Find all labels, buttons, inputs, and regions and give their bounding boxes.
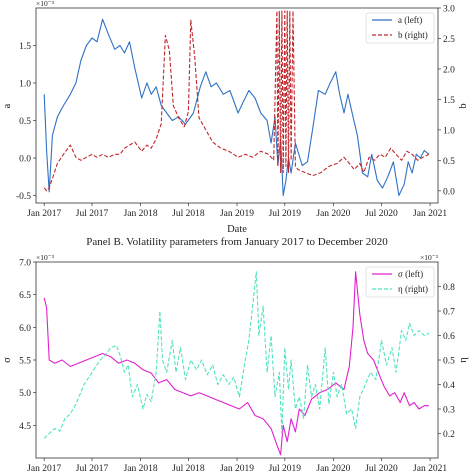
panel-a-left-exponent: ×10⁻³ xyxy=(36,0,55,8)
panel-b-left-tick-label: 7.0 xyxy=(19,259,31,269)
panel-b-x-tick-label: Jul 2017 xyxy=(76,464,109,474)
panel-a-x-tick-label: Jan 2017 xyxy=(27,209,61,219)
panel-a-legend: a (left) b (right) xyxy=(365,12,435,44)
panel-a-left-axis-label: a xyxy=(2,103,13,108)
panel-b-right-tick-label: 0.5 xyxy=(443,357,455,367)
panel-b-x-tick-label: Jul 2019 xyxy=(269,464,302,474)
panel-a-left-tick-label: -0.5 xyxy=(16,192,31,202)
panel-b-left-tick-label: 5.0 xyxy=(19,389,31,399)
panel-a-left-tick-label: 1.5 xyxy=(19,42,31,52)
legend-label-b: b (right) xyxy=(398,30,428,40)
panel-a-x-tick-label: Jan 2021 xyxy=(413,209,447,219)
series-line-η xyxy=(43,271,430,439)
panel-a-right-tick-label: 2.0 xyxy=(443,65,455,75)
panel-a-x-axis-label: Date xyxy=(227,224,247,235)
panel-a-x-tick-label: Jan 2019 xyxy=(220,209,254,219)
legend-label-sigma: σ (left) xyxy=(398,269,423,279)
panel-b-x-tick-label: Jan 2018 xyxy=(124,464,158,474)
panel-b-right-exponent: ×10⁻² xyxy=(420,253,439,262)
panel-a-left-tick-label: 1.0 xyxy=(19,80,31,90)
panel-a-x-tick-label: Jul 2017 xyxy=(76,209,109,219)
panel-b-right-tick-label: 0.7 xyxy=(443,308,455,318)
panel-b-left-axis-label: σ xyxy=(2,357,13,363)
panel-a-x-tick-label: Jul 2019 xyxy=(269,209,302,219)
panel-b-x-tick-label: Jan 2019 xyxy=(220,464,254,474)
panel-a-x-tick-label: Jan 2020 xyxy=(316,209,350,219)
panel-b-legend: σ (left) η (right) xyxy=(365,266,435,298)
panel-b-x-tick-label: Jan 2020 xyxy=(316,464,350,474)
panel-a-left-tick-label: 0.5 xyxy=(19,117,31,127)
panel-a-right-tick-label: 1.5 xyxy=(443,96,455,106)
panel-b-left-tick-label: 4.5 xyxy=(19,422,31,432)
panel-b-chart: Panel B. Volatility parameters from Janu… xyxy=(2,236,469,474)
panel-b-x-tick-label: Jul 2018 xyxy=(172,464,205,474)
legend-label-a: a (left) xyxy=(398,15,422,25)
panel-a-x-tick-label: Jan 2018 xyxy=(124,209,158,219)
panel-b-left-exponent: ×10⁻³ xyxy=(36,253,55,262)
panel-b-left-tick-label: 6.0 xyxy=(19,324,31,334)
panel-a-left-tick-label: 0.0 xyxy=(19,155,31,165)
panel-a-right-tick-label: 1.0 xyxy=(443,126,455,136)
panel-b-left-tick-label: 6.5 xyxy=(19,291,31,301)
panel-a-right-tick-label: 0.0 xyxy=(443,187,455,197)
panel-b-right-tick-label: 0.4 xyxy=(443,381,455,391)
panel-a-x-tick-label: Jul 2020 xyxy=(365,209,398,219)
panel-b-left-tick-label: 5.5 xyxy=(19,357,31,367)
panel-b-right-tick-label: 0.8 xyxy=(443,283,455,293)
panel-b-x-tick-label: Jan 2017 xyxy=(27,464,61,474)
panel-a-right-tick-label: 3.0 xyxy=(443,5,455,15)
panel-a-right-axis-label: b xyxy=(458,103,469,108)
panel-b-right-tick-label: 0.3 xyxy=(443,406,455,416)
series-line-σ xyxy=(43,271,429,456)
panel-b-right-axis-label: η xyxy=(458,357,469,363)
legend-label-eta: η (right) xyxy=(398,284,428,294)
series-line-b xyxy=(43,10,430,192)
panel-b-x-tick-label: Jan 2021 xyxy=(413,464,447,474)
panel-b-x-tick-label: Jul 2020 xyxy=(365,464,398,474)
panel-b-right-tick-label: 0.2 xyxy=(443,430,455,440)
panel-b-title: Panel B. Volatility parameters from Janu… xyxy=(86,236,388,248)
panel-a-x-tick-label: Jul 2018 xyxy=(172,209,205,219)
series-line-a xyxy=(43,18,430,197)
panel-a-right-tick-label: 0.5 xyxy=(443,157,455,167)
panel-a-chart: ×10⁻³ Date a b Jan 2017 Jul 2017 Jan 2018 J… xyxy=(2,0,469,235)
panel-a-right-tick-label: 2.5 xyxy=(443,35,455,45)
panel-b-right-tick-label: 0.6 xyxy=(443,332,455,342)
